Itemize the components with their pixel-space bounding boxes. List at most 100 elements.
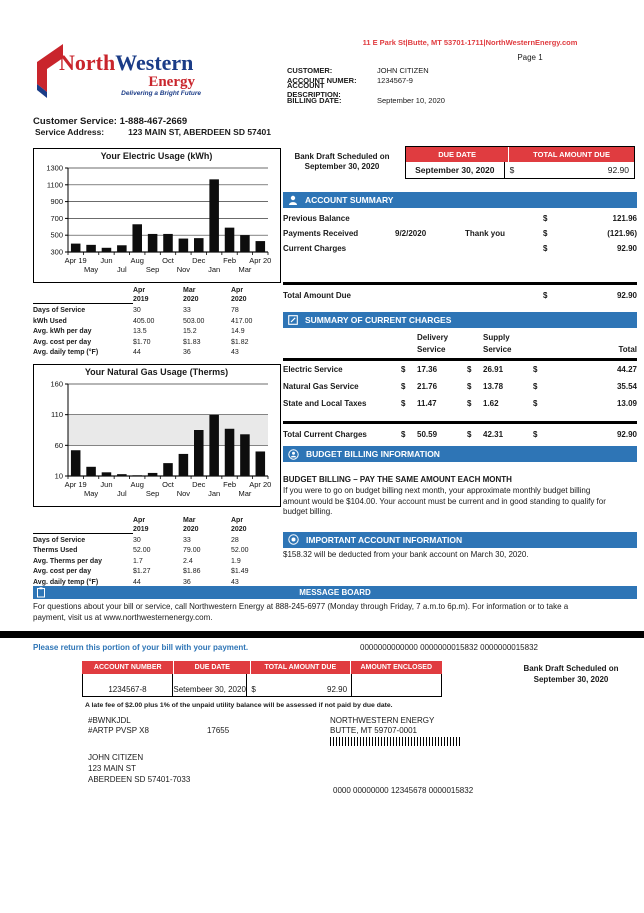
svg-text:110: 110 <box>51 410 63 419</box>
charges-row: Electric Service $17.36 $26.91 $44.27 <box>283 365 637 374</box>
message-board-header: MESSAGE BOARD <box>33 586 637 599</box>
form-pencil-icon <box>288 315 298 325</box>
logo-flag-icon <box>37 44 63 98</box>
svg-text:500: 500 <box>50 231 63 240</box>
gas-table-header: Apr 2019 Mar 2020 Apr 2020 <box>33 516 281 536</box>
stub-amount-enclosed-header: AMOUNT ENCLOSED <box>360 664 433 671</box>
stub-total-due-value: 92.90 <box>327 685 348 694</box>
person-icon <box>289 195 297 205</box>
bank-draft-note: Bank Draft Scheduled on September 30, 20… <box>294 152 390 171</box>
svg-text:Jan: Jan <box>208 265 220 274</box>
svg-text:Dec: Dec <box>192 480 206 489</box>
logo-tagline: Delivering a Bright Future <box>121 90 201 97</box>
gas-chart-title: Your Natural Gas Usage (Therms) <box>84 366 229 377</box>
budget-billing-header: BUDGET BILLING INFORMATION <box>283 446 637 462</box>
svg-text:Feb: Feb <box>223 480 236 489</box>
svg-text:Jul: Jul <box>117 489 127 498</box>
total-amount-due-header: TOTAL AMOUNT DUE <box>533 150 610 159</box>
account-description-label: ACCOUNT DESCRIPTION: <box>287 81 341 99</box>
important-info-header: IMPORTANT ACCOUNT INFORMATION <box>283 531 637 548</box>
table-row: kWh Used 405.00 503.00 417.00 <box>33 317 253 325</box>
person-circle-icon <box>288 448 299 460</box>
total-current-charges-row: Total Current Charges $50.59 $42.31 $92.9… <box>283 421 637 443</box>
account-description-field: ACCOUNT DESCRIPTION: <box>287 81 445 99</box>
amount-enclosed-cell <box>352 674 441 696</box>
billing-date-field: BILLING DATE: September 10, 2020 <box>287 95 445 105</box>
svg-text:Sep: Sep <box>146 265 159 274</box>
mail-code-line: #ARTP PVSP X8 17655 <box>88 726 230 735</box>
svg-text:Jan: Jan <box>208 489 220 498</box>
svg-text:May: May <box>84 489 98 498</box>
svg-text:Jun: Jun <box>100 480 112 489</box>
svg-text:Apr 20: Apr 20 <box>249 256 271 265</box>
total-amount-due-value: 92.90 <box>607 165 629 175</box>
postal-barcode-icon <box>330 737 460 746</box>
important-info-body: $158.32 will be deducted from your bank … <box>283 549 529 559</box>
budget-billing-heading: BUDGET BILLING – PAY THE SAME AMOUNT EAC… <box>283 475 512 484</box>
svg-text:160: 160 <box>50 379 63 388</box>
table-row: Avg. daily temp (°F) 44 36 43 <box>33 349 239 356</box>
account-summary-header: ACCOUNT SUMMARY <box>283 192 637 208</box>
account-header-fields: CUSTOMER: JOHN CITIZEN ACCOUNT NUMER: 12… <box>287 65 445 105</box>
svg-text:900: 900 <box>50 197 63 206</box>
customer-service-line: Customer Service: 1-888-467-2669 <box>33 116 188 127</box>
account-summary-row: Payments Received 9/2/2020 Thank you $ (121… <box>283 229 637 238</box>
service-address: Service Address: 123 MAIN ST, ABERDEEN SD… <box>35 127 271 137</box>
customer-field: CUSTOMER: JOHN CITIZEN <box>287 65 445 75</box>
message-board-body: For questions about your bill or service… <box>33 602 569 622</box>
electric-table-header: Apr 2019 Mar 2020 Apr 2020 <box>33 286 281 306</box>
svg-text:300: 300 <box>50 248 63 257</box>
message-board-section: MESSAGE BOARD For questions about your b… <box>33 586 637 623</box>
table-row: Avg. daily temp (°F) 44 36 43 <box>33 578 239 586</box>
current-charges-header: SUMMARY OF CURRENT CHARGES <box>283 312 637 328</box>
svg-text:1100: 1100 <box>47 180 63 189</box>
customer-value: JOHN CITIZEN <box>377 65 429 75</box>
current-charges-columns: Delivery Service Supply Service Total <box>283 328 637 361</box>
due-date-value: September 30, 2020 <box>406 162 505 178</box>
svg-text:1300: 1300 <box>46 164 63 173</box>
table-row: Days of Service 30 33 28 <box>33 536 239 544</box>
page-number: Page 1 <box>517 53 543 62</box>
company-logo: NorthWestern Energy Delivering a Bright … <box>35 40 205 110</box>
recipient-address: JOHN CITIZEN 123 MAIN ST ABERDEEN SD 574… <box>88 753 191 784</box>
account-summary-title: ACCOUNT SUMMARY <box>305 195 394 205</box>
logo-energy-word: Energy <box>148 74 195 90</box>
stub-due-date-value: Setembeer 30, 2020 <box>173 674 248 696</box>
svg-text:Nov: Nov <box>177 265 191 274</box>
table-row: Avg. cost per day $1.70 $1.83 $1.82 <box>33 338 249 346</box>
table-row: Days of Service 30 33 78 <box>33 307 239 314</box>
payment-stub-table: ACCOUNT NUMBER DUE DATE TOTAL AMOUNT DUE… <box>82 661 442 697</box>
table-row: Therms Used 52.00 79.00 52.00 <box>33 547 249 554</box>
account-summary-row: Previous Balance $121.96 <box>283 214 637 223</box>
svg-text:10: 10 <box>55 471 63 480</box>
tear-off-divider <box>0 631 644 638</box>
logo-wordmark: NorthWestern <box>59 50 194 75</box>
currency-symbol: $ <box>251 685 256 694</box>
remit-to-address: NORTHWESTERN ENERGY BUTTE, MT 59707-0001 <box>330 716 435 735</box>
stub-bank-draft-note: Bank Draft Scheduled on September 30, 20… <box>523 664 619 684</box>
svg-text:Mar: Mar <box>238 489 251 498</box>
important-info-title: IMPORTANT ACCOUNT INFORMATION <box>306 534 463 545</box>
current-charges-title: SUMMARY OF CURRENT CHARGES <box>305 315 452 325</box>
svg-text:Feb: Feb <box>223 256 236 265</box>
customer-label: CUSTOMER: <box>287 65 333 75</box>
mail-code-line: #BWNKJDL <box>88 716 131 725</box>
charges-row: Natural Gas Service $21.76 $13.78 $35.54 <box>283 382 637 391</box>
electric-usage-table: Apr 2019 Mar 2020 Apr 2020 Days of Service 3… <box>33 286 281 359</box>
svg-text:Nov: Nov <box>177 489 191 498</box>
return-portion-note: Please return this portion of your bill … <box>33 643 249 652</box>
budget-billing-body: If you were to go on budget billing next… <box>283 486 606 516</box>
account-number-value: 1234567-9 <box>377 75 413 85</box>
info-circle-icon <box>288 534 299 545</box>
stub-account-number-header: ACCOUNT NUMBER <box>82 661 175 674</box>
svg-text:700: 700 <box>50 214 63 223</box>
svg-text:Aug: Aug <box>131 480 144 489</box>
clipboard-icon <box>37 587 45 598</box>
svg-text:Mar: Mar <box>238 265 251 274</box>
table-row: Avg. kWh per day 13.5 15.2 14.9 <box>33 328 245 335</box>
currency-symbol: $ <box>509 165 515 175</box>
stub-due-date-header: DUE DATE <box>174 661 252 674</box>
account-number-field: ACCOUNT NUMER: 1234567-9 <box>287 75 445 85</box>
gas-usage-chart-card: Your Natural Gas Usage (Therms) 10 60 110 1… <box>33 363 281 507</box>
